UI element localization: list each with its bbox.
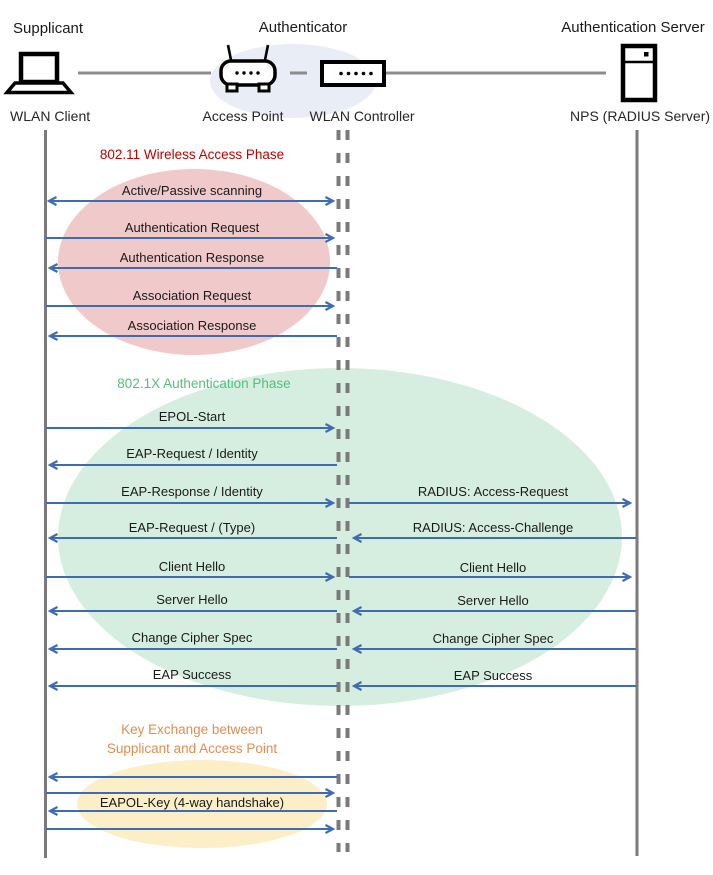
msg-eap-success-right: EAP Success — [453, 668, 533, 683]
device-nps-radius-server: NPS (RADIUS Server) — [570, 108, 711, 124]
device-wlan-controller: WLAN Controller — [309, 108, 415, 124]
msg-client-hello-left: Client Hello — [158, 559, 226, 574]
role-supplicant: Supplicant — [13, 20, 84, 37]
msg-authentication-request: Authentication Request — [124, 220, 260, 235]
msg-eap-request-type: EAP-Request / (Type) — [128, 520, 256, 535]
msg-server-hello-right: Server Hello — [457, 593, 529, 608]
msg-eap-request-identity: EAP-Request / Identity — [126, 446, 258, 461]
controller-box-icon — [320, 60, 386, 87]
msg-change-cipher-spec-left: Change Cipher Spec — [131, 630, 253, 645]
phase2-title: 802.1X Authentication Phase — [117, 376, 291, 391]
phase3-title-line1: Key Exchange between — [121, 722, 263, 737]
phase1-ellipse — [58, 169, 330, 355]
server-tower-icon — [620, 43, 658, 103]
msg-authentication-response: Authentication Response — [119, 250, 265, 265]
phase3-title-line2: Supplicant and Access Point — [106, 741, 278, 756]
device-wlan-client: WLAN Client — [10, 108, 91, 124]
msg-eapol-key-handshake: EAPOL-Key (4-way handshake) — [99, 795, 285, 810]
msg-radius-access-request: RADIUS: Access-Request — [417, 484, 569, 499]
controller-server-arrows — [349, 498, 636, 691]
msg-server-hello-left: Server Hello — [156, 592, 228, 607]
msg-radius-access-challenge: RADIUS: Access-Challenge — [412, 520, 574, 535]
role-authentication-server: Authentication Server — [561, 19, 705, 36]
msg-client-hello-right: Client Hello — [459, 560, 527, 575]
phase2-ellipse — [58, 368, 622, 706]
msg-eap-success-left: EAP Success — [152, 667, 232, 682]
phase1-title: 802.11 Wireless Access Phase — [99, 147, 285, 162]
phase3-ellipse — [77, 760, 327, 848]
msg-association-response: Association Response — [127, 318, 257, 333]
msg-epol-start: EPOL-Start — [158, 409, 226, 424]
role-authenticator: Authenticator — [258, 19, 348, 36]
lifelines — [44, 130, 639, 858]
wireless-router-icon — [219, 44, 277, 93]
laptop-icon — [3, 51, 75, 95]
msg-active-passive-scanning: Active/Passive scanning — [121, 183, 263, 198]
msg-association-request: Association Request — [132, 288, 252, 303]
device-access-point: Access Point — [202, 108, 284, 124]
msg-eap-response-identity: EAP-Response / Identity — [121, 484, 263, 499]
msg-change-cipher-spec-right: Change Cipher Spec — [432, 631, 554, 646]
client-controller-arrows — [46, 196, 337, 834]
